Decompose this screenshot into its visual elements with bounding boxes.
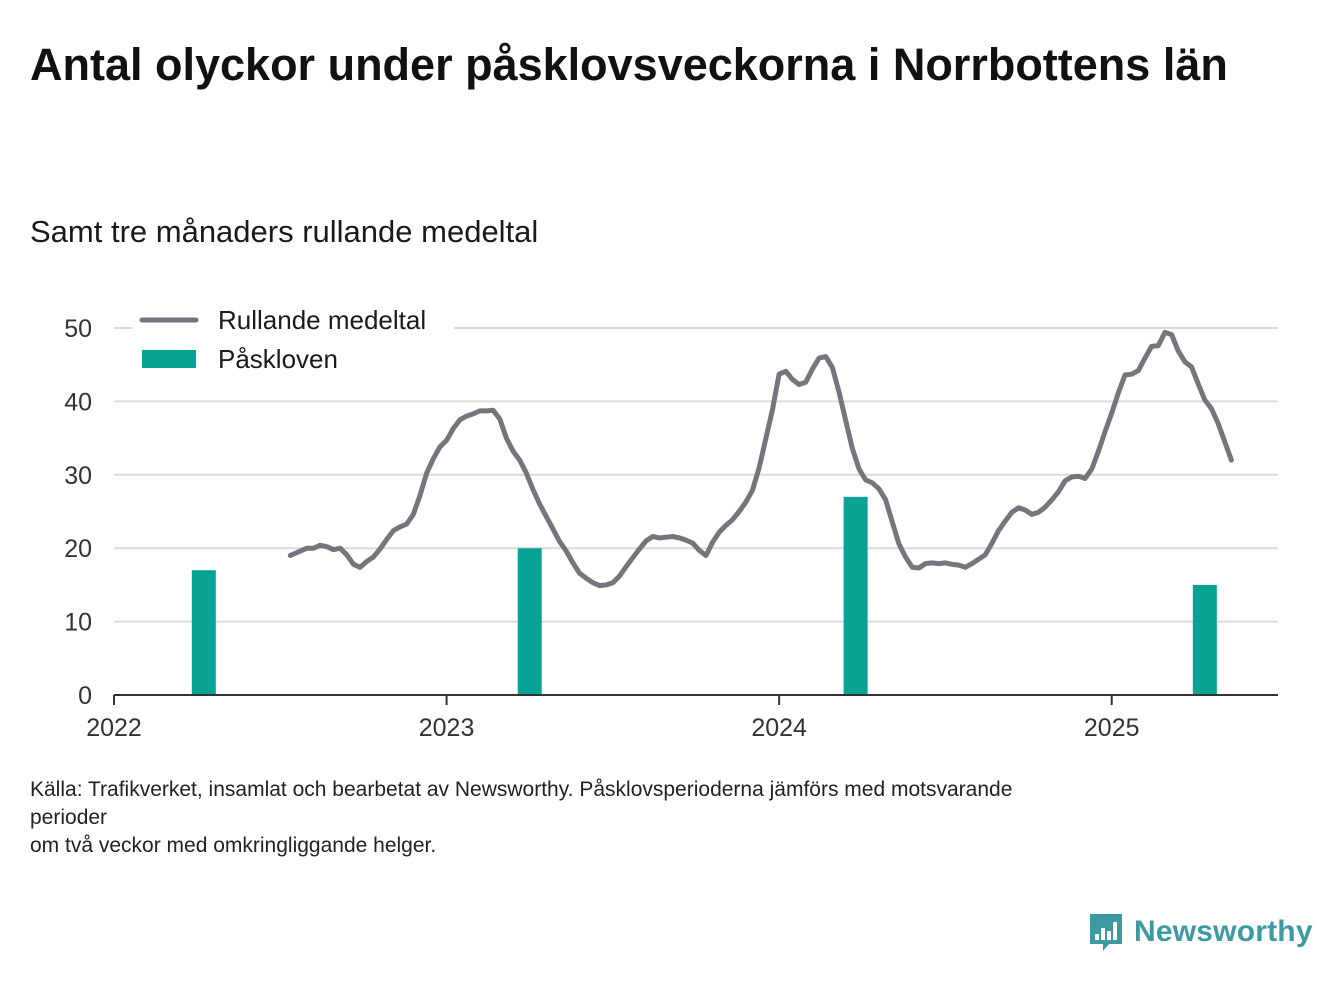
bar-paskloven-0 — [191, 570, 216, 695]
newsworthy-logo-icon — [1090, 914, 1122, 951]
x-tick-label-2022: 2022 — [86, 714, 142, 742]
legend-background — [132, 300, 454, 388]
legend-label-paskloven: Påskloven — [218, 344, 338, 374]
bar-paskloven-2 — [843, 496, 868, 695]
footnote-line-3: om två veckor med omkringliggande helger… — [30, 834, 437, 857]
line-series — [287, 329, 1234, 589]
source-footnote: Källa: Trafikverket, insamlat och bearbe… — [30, 776, 1230, 860]
footnote-line-2: perioder — [30, 806, 108, 829]
legend-label-rullande-medeltal: Rullande medeltal — [218, 305, 426, 335]
x-tick-label-2025: 2025 — [1084, 714, 1140, 742]
y-tick-label-50: 50 — [64, 315, 92, 343]
y-tick-label-0: 0 — [78, 682, 92, 710]
y-tick-label-30: 30 — [64, 462, 92, 490]
chart-title: Antal olyckor under påsklovsveckorna i N… — [30, 39, 1228, 90]
axes: 0 10 20 30 40 50 2022 2023 2024 2025 — [64, 315, 1278, 742]
footnote-line-1: Källa: Trafikverket, insamlat och bearbe… — [30, 778, 1013, 801]
y-tick-label-20: 20 — [64, 535, 92, 563]
bar-series — [191, 496, 1217, 695]
chart-area: 0 10 20 30 40 50 2022 2023 2024 2025 Rullande med… — [64, 300, 1278, 742]
chart-subtitle: Samt tre månaders rullande medeltal — [30, 214, 539, 249]
x-tick-label-2023: 2023 — [419, 714, 475, 742]
line-rullande-medeltal — [287, 329, 1234, 589]
legend: Rullande medeltal Påskloven — [132, 300, 454, 388]
brand-name: Newsworthy — [1134, 915, 1313, 948]
y-tick-label-10: 10 — [64, 609, 92, 637]
brand-logo[interactable]: Newsworthy — [1088, 908, 1313, 956]
legend-swatch-paskloven — [142, 350, 196, 368]
y-tick-label-40: 40 — [64, 388, 92, 416]
bar-paskloven-3 — [1192, 584, 1217, 695]
bar-paskloven-1 — [517, 548, 542, 695]
x-tick-label-2024: 2024 — [751, 714, 807, 742]
